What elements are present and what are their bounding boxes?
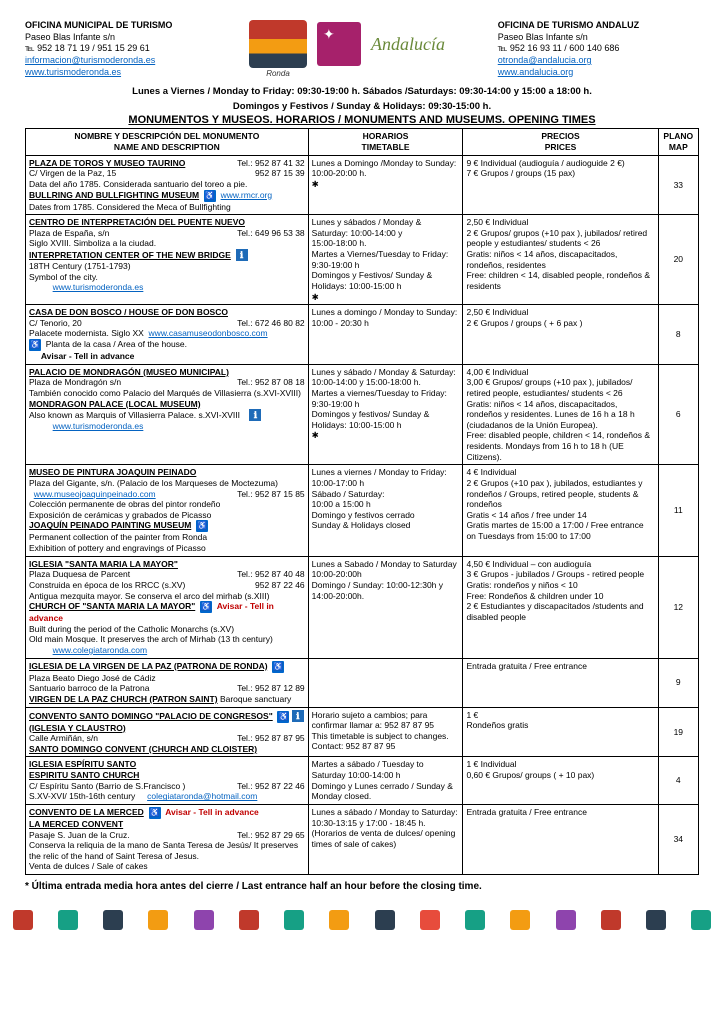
- office-email-r[interactable]: otronda@andalucia.org: [498, 55, 592, 65]
- accessible-icon: ♿: [196, 520, 208, 532]
- accessible-icon: ♿: [149, 807, 161, 819]
- accessible-icon: ♿: [200, 601, 212, 613]
- table-row: CONVENTO SANTO DOMINGO "PALACIO DE CONGR…: [26, 707, 699, 757]
- office-addr: Paseo Blas Infante s/n: [25, 32, 226, 44]
- schedule-line-1: Lunes a Viernes / Monday to Friday: 09:3…: [25, 86, 699, 97]
- table-row: PLAZA DE TOROS Y MUSEO TAURINOTel.: 952 …: [26, 155, 699, 215]
- table-row: IGLESIA ESPÍRITU SANTO ESPIRITU SANTO CH…: [26, 757, 699, 805]
- schedule-line-2: Domingos y Festivos / Sunday & Holidays:…: [25, 101, 699, 112]
- table-row: CENTRO DE INTERPRETACIÓN DEL PUENTE NUEV…: [26, 215, 699, 305]
- header: OFICINA MUNICIPAL DE TURISMO Paseo Blas …: [25, 20, 699, 78]
- office-title: OFICINA MUNICIPAL DE TURISMO: [25, 20, 226, 32]
- ronda-logo-icon: [249, 20, 307, 68]
- monuments-table: NOMBRE Y DESCRIPCIÓN DEL MONUMENTONAME A…: [25, 128, 699, 875]
- info-icon: ℹ: [236, 249, 248, 261]
- accessible-icon: ♿: [204, 190, 216, 202]
- office-right: OFICINA DE TURISMO ANDALUZ Paseo Blas In…: [468, 20, 699, 78]
- office-left: OFICINA MUNICIPAL DE TURISMO Paseo Blas …: [25, 20, 226, 78]
- table-row: PALACIO DE MONDRAGÓN (MUSEO MUNICIPAL) P…: [26, 364, 699, 465]
- office-web[interactable]: www.turismoderonda.es: [25, 67, 121, 77]
- logo-row: Andalucía: [226, 20, 468, 68]
- main-title: MONUMENTOS Y MUSEOS. HORARIOS / MONUMENT…: [25, 114, 699, 126]
- table-row: CONVENTO DE LA MERCED ♿ Avisar - Tell in…: [26, 804, 699, 874]
- table-row: MUSEO DE PINTURA JOAQUIN PEINADO Plaza d…: [26, 465, 699, 556]
- accessible-icon: ♿: [277, 711, 289, 723]
- accessible-icon: ♿: [272, 661, 284, 673]
- footnote: * Última entrada media hora antes del ci…: [25, 881, 699, 892]
- office-addr-r: Paseo Blas Infante s/n: [498, 32, 699, 44]
- table-row: CASA DE DON BOSCO / HOUSE OF DON BOSCO C…: [26, 305, 699, 365]
- table-row: IGLESIA DE LA VIRGEN DE LA PAZ (PATRONA …: [26, 658, 699, 707]
- table-header-row: NOMBRE Y DESCRIPCIÓN DEL MONUMENTONAME A…: [26, 129, 699, 155]
- info-icon: ℹ: [249, 409, 261, 421]
- ruta-vino-logo-icon: [317, 22, 361, 66]
- office-tel-r: ℡ 952 16 93 11 / 600 140 686: [498, 43, 699, 55]
- office-title-r: OFICINA DE TURISMO ANDALUZ: [498, 20, 699, 32]
- info-icon: ℹ: [292, 710, 304, 722]
- table-row: IGLESIA "SANTA MARIA LA MAYOR" Plaza Duq…: [26, 556, 699, 658]
- footer-decoration: [0, 902, 724, 938]
- andalucia-logo-icon: Andalucía: [371, 34, 445, 55]
- office-web-r[interactable]: www.andalucia.org: [498, 67, 574, 77]
- office-tel: ℡ 952 18 71 19 / 951 15 29 61: [25, 43, 226, 55]
- office-email[interactable]: informacion@turismoderonda.es: [25, 55, 155, 65]
- accessible-icon: ♿: [29, 339, 41, 351]
